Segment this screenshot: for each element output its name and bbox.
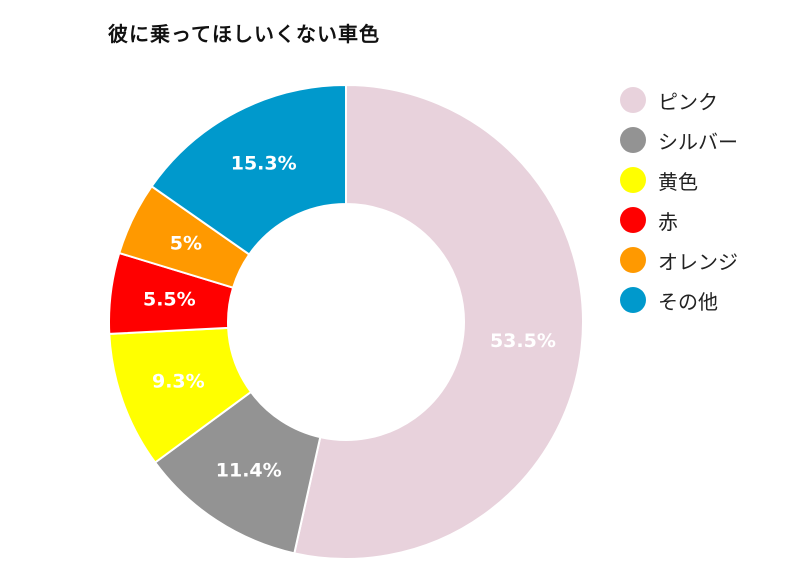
legend-swatch-orange: [620, 247, 646, 273]
legend-swatch-pink: [620, 87, 646, 113]
legend-item-other: その他: [620, 280, 738, 320]
slice-label-yellow: 9.3%: [152, 370, 205, 392]
legend-swatch-red: [620, 207, 646, 233]
slice-label-other: 15.3%: [231, 153, 297, 175]
slice-label-red: 5.5%: [143, 289, 196, 311]
legend-label-orange: オレンジ: [658, 249, 738, 274]
legend-item-yellow: 黄色: [620, 160, 738, 200]
slice-label-orange: 5%: [170, 233, 202, 255]
legend-label-silver: シルバー: [658, 129, 738, 154]
legend: ピンク シルバー 黄色 赤 オレンジ その他: [620, 80, 738, 320]
legend-item-silver: シルバー: [620, 120, 738, 160]
legend-swatch-other: [620, 287, 646, 313]
legend-swatch-silver: [620, 127, 646, 153]
legend-label-other: その他: [658, 289, 718, 314]
slice-pink: [293, 83, 584, 560]
legend-label-pink: ピンク: [658, 89, 718, 114]
legend-label-red: 赤: [658, 209, 678, 234]
slice-label-pink: 53.5%: [490, 330, 556, 352]
slices-group: [108, 83, 584, 560]
chart-title: 彼に乗ってほしいくない車色: [108, 22, 380, 46]
slice-labels-group: 53.5% 11.4% 9.3% 5.5% 5% 15.3%: [143, 153, 556, 482]
slice-label-silver: 11.4%: [216, 460, 282, 482]
legend-item-red: 赤: [620, 200, 738, 240]
legend-swatch-yellow: [620, 167, 646, 193]
legend-item-pink: ピンク: [620, 80, 738, 120]
legend-item-orange: オレンジ: [620, 240, 738, 280]
legend-label-yellow: 黄色: [658, 169, 698, 194]
slice-other: [150, 83, 347, 256]
